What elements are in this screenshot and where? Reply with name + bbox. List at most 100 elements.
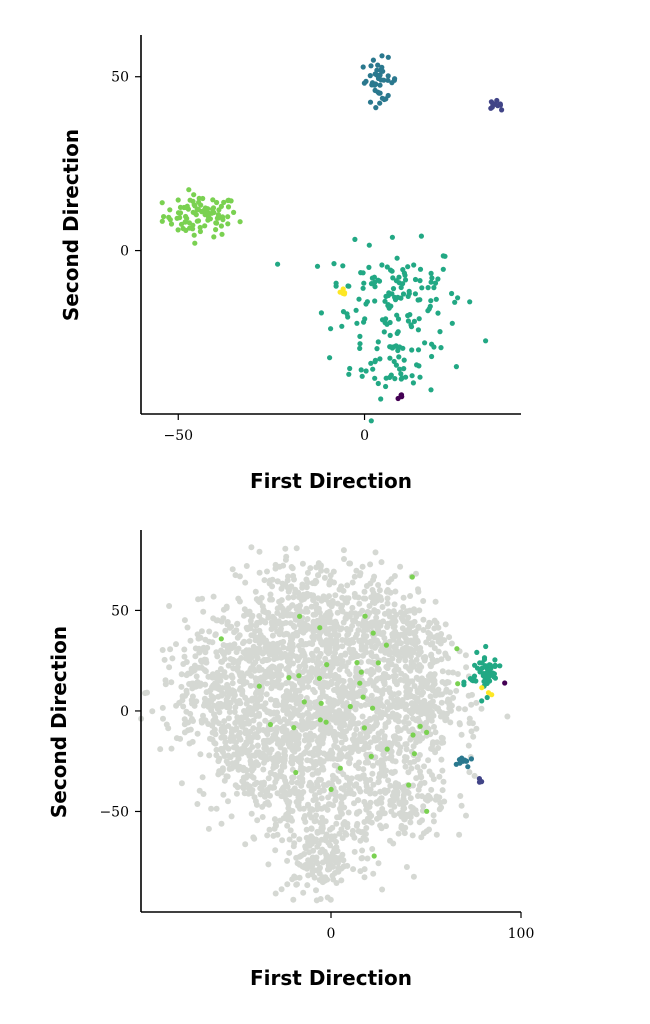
data-point [360,285,366,291]
background-point [420,627,427,633]
background-point [157,746,164,753]
background-point [355,765,362,772]
background-point [332,775,339,782]
data-point [394,312,400,318]
background-point [402,724,409,731]
background-point [393,663,399,670]
data-point [397,366,403,372]
background-point [324,683,331,690]
background-point [410,873,417,880]
data-point [431,344,437,350]
background-point [270,640,277,647]
background-point [300,650,307,656]
background-point [388,808,395,815]
background-point [504,713,511,720]
background-point [149,708,156,715]
background-point [290,660,296,667]
background-point [391,601,398,608]
data-point [225,204,232,210]
background-point [272,847,279,854]
data-point [382,298,388,304]
background-point [383,767,390,774]
background-point [307,733,314,740]
background-point [326,581,333,588]
background-point [205,825,212,832]
data-point [393,343,399,349]
background-point [372,609,379,616]
background-point [244,711,251,718]
data-point [357,341,363,347]
background-point [429,698,436,705]
background-point [367,716,374,723]
background-point [220,791,227,798]
background-point [167,646,174,653]
data-point [487,666,493,672]
background-point [363,649,370,656]
background-point [282,556,289,563]
background-point [219,767,226,774]
background-point [279,837,286,844]
background-point [270,757,277,764]
background-point [377,695,384,702]
background-point [446,705,453,712]
background-point [415,625,422,631]
background-point [246,638,253,645]
background-point [342,597,349,604]
background-point [285,594,292,601]
background-point [259,803,266,810]
background-point [199,774,206,781]
data-point [372,284,378,290]
background-point [282,701,289,708]
data-point [453,364,459,370]
background-point [328,707,335,714]
background-point [286,849,293,856]
background-point [478,705,485,712]
background-point [392,716,399,723]
background-point [286,791,293,798]
background-point [263,746,270,753]
background-point [434,739,441,746]
background-point [407,819,414,826]
background-point [287,650,294,657]
background-point [205,702,212,709]
background-point [292,874,299,881]
background-point [380,629,387,636]
background-point [370,699,377,706]
background-point [364,855,371,862]
data-point [409,373,415,379]
data-point [168,221,175,227]
background-point [374,744,381,751]
background-point [310,611,317,618]
data-point [293,769,299,776]
data-point [337,765,343,771]
background-point [390,619,396,626]
data-point [417,723,423,729]
data-point [417,266,424,272]
background-point [340,771,347,778]
background-point [358,643,365,650]
background-point [386,648,393,655]
background-point [344,668,351,675]
background-point [267,673,274,680]
data-point [375,89,381,95]
series-1 [159,187,243,246]
background-point [426,635,432,642]
background-point [325,866,332,873]
data-point [175,227,181,233]
background-point [331,579,337,586]
background-point [303,605,310,612]
background-point [286,689,293,696]
background-point [344,713,351,720]
background-point [285,718,292,725]
background-point [402,657,409,664]
background-point [369,770,376,777]
background-point [363,802,369,809]
data-point [424,808,430,814]
background-point [367,580,374,587]
background-point [176,699,183,706]
background-point [380,618,387,625]
background-point [319,732,326,738]
background-point [235,595,242,602]
background-point [285,573,291,580]
background-point [299,560,306,567]
